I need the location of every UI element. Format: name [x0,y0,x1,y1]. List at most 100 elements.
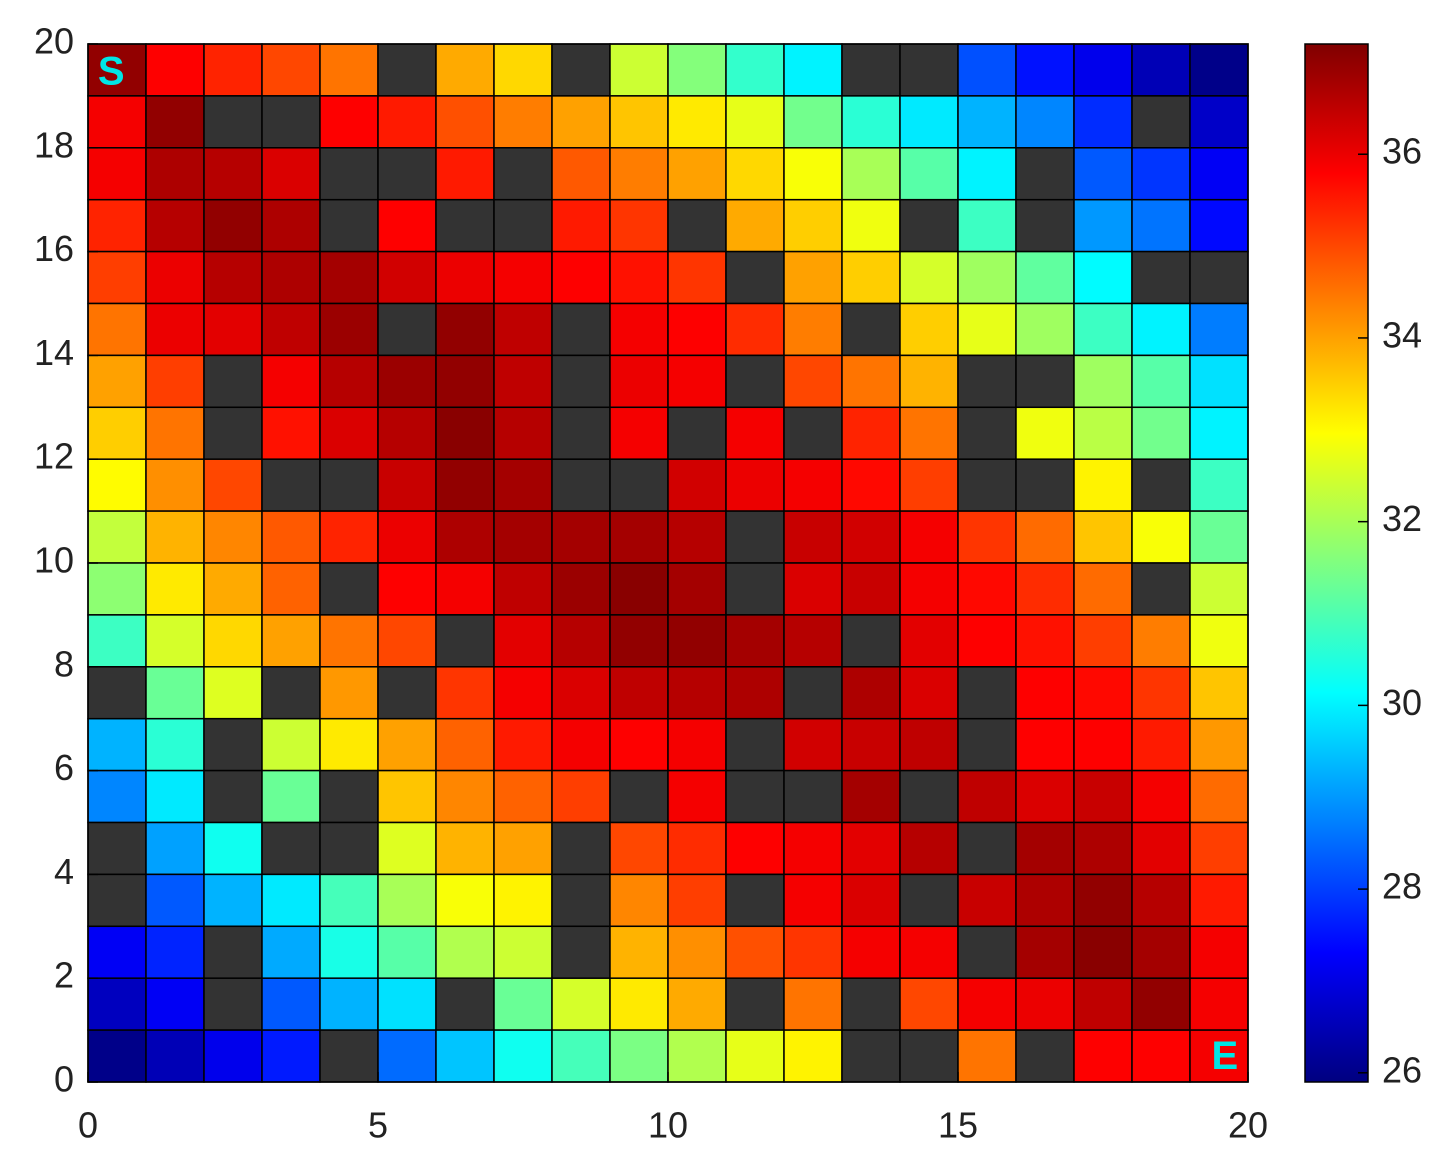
heat-cell [667,510,727,564]
heat-cell [1131,666,1191,720]
heat-cell [899,510,959,564]
heat-cell [783,873,843,928]
obstacle-cell [203,717,263,772]
heat-cell [87,1029,147,1083]
heat-cell [841,562,901,616]
heat-cell [899,302,959,357]
heat-cell [203,562,263,616]
heat-cell [203,821,263,876]
heat-cell [493,666,553,720]
obstacle-cell [841,302,901,357]
heat-cell [319,977,379,1031]
heat-cell [1015,717,1075,772]
heat-cell [377,769,437,824]
heat-cell [261,198,321,253]
obstacle-cell [493,198,553,253]
obstacle-cell [609,769,669,824]
heat-cell [783,562,843,616]
heat-cell [1189,821,1249,876]
obstacle-cell [87,666,147,720]
y-tick-label: 10 [34,540,74,581]
heat-cell [725,302,785,357]
heat-cell [435,717,495,772]
heat-cell [1015,510,1075,564]
heat-cell [957,510,1017,564]
heat-cell [261,717,321,772]
heat-cell [1015,250,1075,305]
heat-cell [667,1029,727,1083]
heat-cell [261,873,321,928]
heat-cell [145,302,205,357]
heat-cell [725,95,785,149]
heat-cell [319,302,379,357]
heat-cell [377,250,437,305]
heat-cell [1015,925,1075,979]
heat-cell [87,354,147,409]
heat-cell [1073,666,1133,720]
obstacle-cell [319,1029,379,1083]
heat-cell [203,250,263,305]
heat-cell [609,95,669,149]
y-tick-label: 8 [54,643,74,684]
heat-cell [667,717,727,772]
heat-cell [1131,510,1191,564]
heat-cell [957,873,1017,928]
heat-cell [261,925,321,979]
heat-cell [1189,354,1249,409]
obstacle-cell [319,821,379,876]
heat-cell [319,717,379,772]
heat-cell [609,510,669,564]
heat-cell [261,977,321,1031]
heat-cell [377,873,437,928]
heat-cell [319,95,379,149]
heat-cell [1073,873,1133,928]
heat-cell [667,147,727,201]
heat-cell [87,406,147,460]
heat-cell [377,458,437,512]
heat-cell [609,717,669,772]
heat-cell [1189,614,1249,668]
obstacle-cell [783,666,843,720]
heat-cell [841,873,901,928]
heat-cell [493,43,553,97]
heat-cell [493,977,553,1031]
obstacle-cell [725,562,785,616]
obstacle-cell [319,562,379,616]
heat-cell [783,614,843,668]
heat-cell [145,562,205,616]
heat-cell [841,354,901,409]
heat-cell [1131,873,1191,928]
colorbar-tick-label: 30 [1382,682,1422,723]
heat-cell [841,510,901,564]
heat-cell [1073,458,1133,512]
y-tick-label: 18 [34,124,74,165]
heat-cell [783,821,843,876]
heat-cell [1073,43,1133,97]
x-tick-label: 5 [368,1105,388,1146]
heat-cell [377,354,437,409]
obstacle-cell [377,666,437,720]
heat-cell [1131,977,1191,1031]
obstacle-cell [435,198,495,253]
obstacle-cell [899,43,959,97]
y-tick-label: 20 [34,21,74,62]
heat-cell [261,354,321,409]
heat-cell [609,925,669,979]
heat-cell [319,354,379,409]
heat-cell [493,821,553,876]
heat-cell [1189,406,1249,460]
heat-cell [261,510,321,564]
obstacle-cell [203,925,263,979]
heat-cell [1073,717,1133,772]
heat-cell [377,406,437,460]
heat-cell [899,406,959,460]
obstacle-cell [435,614,495,668]
obstacle-cell [261,458,321,512]
heat-cell [783,95,843,149]
heat-cell [145,977,205,1031]
heat-cell [435,250,495,305]
heat-cell [87,198,147,253]
heat-cell [1131,1029,1191,1083]
obstacle-cell [957,458,1017,512]
obstacle-cell [551,873,611,928]
